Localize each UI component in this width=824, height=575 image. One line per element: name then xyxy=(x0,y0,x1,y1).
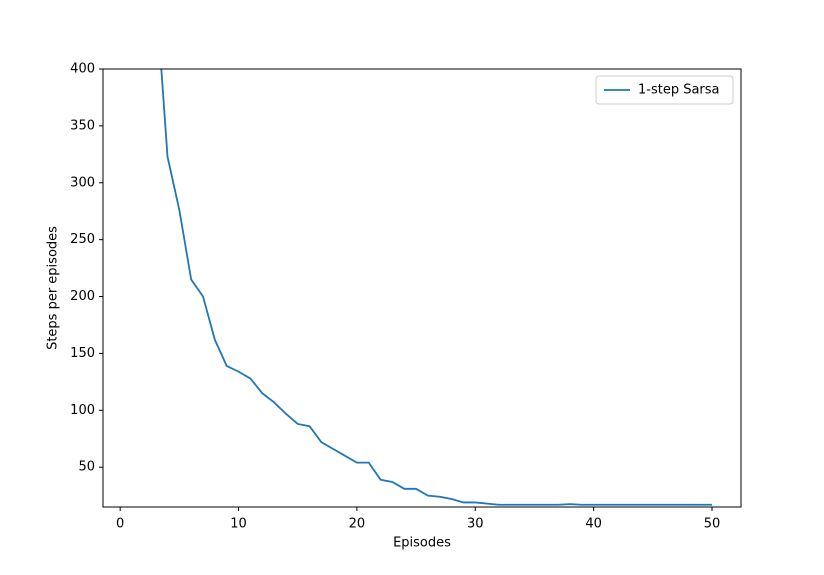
legend-box xyxy=(595,75,734,105)
axes-frame xyxy=(102,68,742,508)
x-tick-label: 10 xyxy=(230,517,247,532)
x-tick-label: 0 xyxy=(116,517,124,532)
y-tick-label: 350 xyxy=(70,118,95,133)
x-tick-label: 40 xyxy=(585,517,602,532)
x-axis-label: Episodes xyxy=(393,536,451,551)
y-tick-label: 300 xyxy=(70,175,95,190)
legend-label: 1-step Sarsa xyxy=(638,83,720,98)
y-tick-label: 250 xyxy=(70,232,95,247)
data-line xyxy=(160,69,712,506)
x-tick-label: 50 xyxy=(704,517,721,532)
plot-area xyxy=(160,69,712,506)
y-tick-label: 400 xyxy=(70,62,95,77)
y-tick-label: 50 xyxy=(78,460,95,475)
x-tick-label: 20 xyxy=(349,517,366,532)
y-axis-label: Steps per episodes xyxy=(46,226,61,350)
y-tick-label: 100 xyxy=(70,403,95,418)
y-tick-label: 150 xyxy=(70,346,95,361)
x-tick-label: 30 xyxy=(467,517,484,532)
y-tick-label: 200 xyxy=(70,289,95,304)
